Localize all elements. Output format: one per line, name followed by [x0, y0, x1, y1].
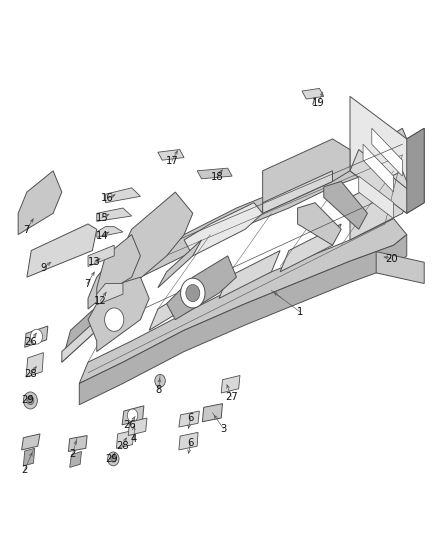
Polygon shape — [302, 88, 324, 99]
Text: 12: 12 — [94, 296, 106, 306]
Polygon shape — [359, 176, 394, 219]
Circle shape — [180, 278, 205, 308]
Polygon shape — [263, 139, 350, 213]
Text: 8: 8 — [155, 385, 162, 395]
Polygon shape — [202, 403, 223, 422]
Circle shape — [111, 456, 116, 462]
Polygon shape — [376, 252, 424, 284]
Polygon shape — [324, 181, 367, 229]
Polygon shape — [128, 418, 147, 435]
Circle shape — [186, 285, 200, 302]
Polygon shape — [79, 219, 407, 383]
Polygon shape — [350, 171, 411, 240]
Polygon shape — [363, 144, 394, 192]
Polygon shape — [21, 434, 40, 450]
Polygon shape — [166, 256, 237, 320]
Polygon shape — [62, 298, 106, 362]
Text: 28: 28 — [24, 369, 37, 379]
Polygon shape — [149, 277, 210, 330]
Polygon shape — [27, 224, 97, 277]
Text: 6: 6 — [187, 438, 194, 448]
Polygon shape — [122, 406, 144, 425]
Circle shape — [108, 452, 119, 466]
Polygon shape — [23, 448, 35, 466]
Polygon shape — [62, 320, 97, 362]
Polygon shape — [70, 451, 81, 467]
Polygon shape — [350, 96, 424, 213]
Text: 18: 18 — [211, 172, 223, 182]
Text: 26: 26 — [24, 337, 37, 347]
Polygon shape — [197, 168, 232, 179]
Polygon shape — [219, 251, 280, 298]
Polygon shape — [25, 326, 48, 348]
Polygon shape — [106, 188, 141, 203]
Text: 26: 26 — [123, 420, 136, 430]
Polygon shape — [97, 208, 132, 221]
Circle shape — [30, 329, 42, 344]
Polygon shape — [280, 224, 341, 272]
Polygon shape — [68, 435, 87, 451]
Circle shape — [27, 396, 34, 405]
Text: 7: 7 — [84, 279, 90, 288]
Polygon shape — [141, 128, 411, 277]
Text: 4: 4 — [131, 434, 137, 445]
Text: 9: 9 — [40, 263, 47, 272]
Polygon shape — [88, 245, 114, 266]
Text: 6: 6 — [187, 413, 194, 423]
Polygon shape — [158, 150, 184, 160]
Text: 1: 1 — [297, 306, 303, 317]
Polygon shape — [97, 284, 123, 305]
Circle shape — [155, 374, 165, 387]
Polygon shape — [117, 430, 134, 448]
Polygon shape — [372, 128, 403, 176]
Polygon shape — [114, 192, 193, 293]
Text: 7: 7 — [23, 225, 29, 236]
Polygon shape — [179, 411, 199, 427]
Text: 16: 16 — [101, 193, 114, 204]
Polygon shape — [88, 277, 149, 352]
Polygon shape — [158, 240, 201, 288]
Polygon shape — [18, 171, 62, 235]
Polygon shape — [88, 203, 184, 309]
Polygon shape — [350, 150, 411, 213]
Polygon shape — [97, 227, 123, 237]
Polygon shape — [297, 203, 341, 245]
Text: 2: 2 — [21, 465, 28, 474]
Polygon shape — [26, 353, 43, 377]
Text: 29: 29 — [106, 454, 118, 464]
Polygon shape — [407, 128, 424, 213]
Circle shape — [127, 409, 138, 422]
Polygon shape — [97, 235, 141, 298]
Polygon shape — [263, 171, 332, 213]
Text: 17: 17 — [166, 156, 178, 166]
Text: 13: 13 — [88, 257, 101, 267]
Circle shape — [23, 392, 37, 409]
Text: 3: 3 — [220, 424, 226, 434]
Text: 20: 20 — [385, 254, 398, 263]
Text: 28: 28 — [116, 441, 128, 451]
Polygon shape — [79, 235, 407, 405]
Polygon shape — [184, 203, 263, 256]
Text: 19: 19 — [312, 98, 325, 108]
Text: 2: 2 — [70, 449, 76, 458]
Polygon shape — [179, 432, 198, 450]
Polygon shape — [221, 375, 240, 393]
Text: 27: 27 — [225, 392, 237, 402]
Text: 14: 14 — [95, 231, 108, 241]
Text: 15: 15 — [95, 213, 108, 223]
Text: 29: 29 — [21, 395, 34, 406]
Circle shape — [105, 308, 124, 332]
